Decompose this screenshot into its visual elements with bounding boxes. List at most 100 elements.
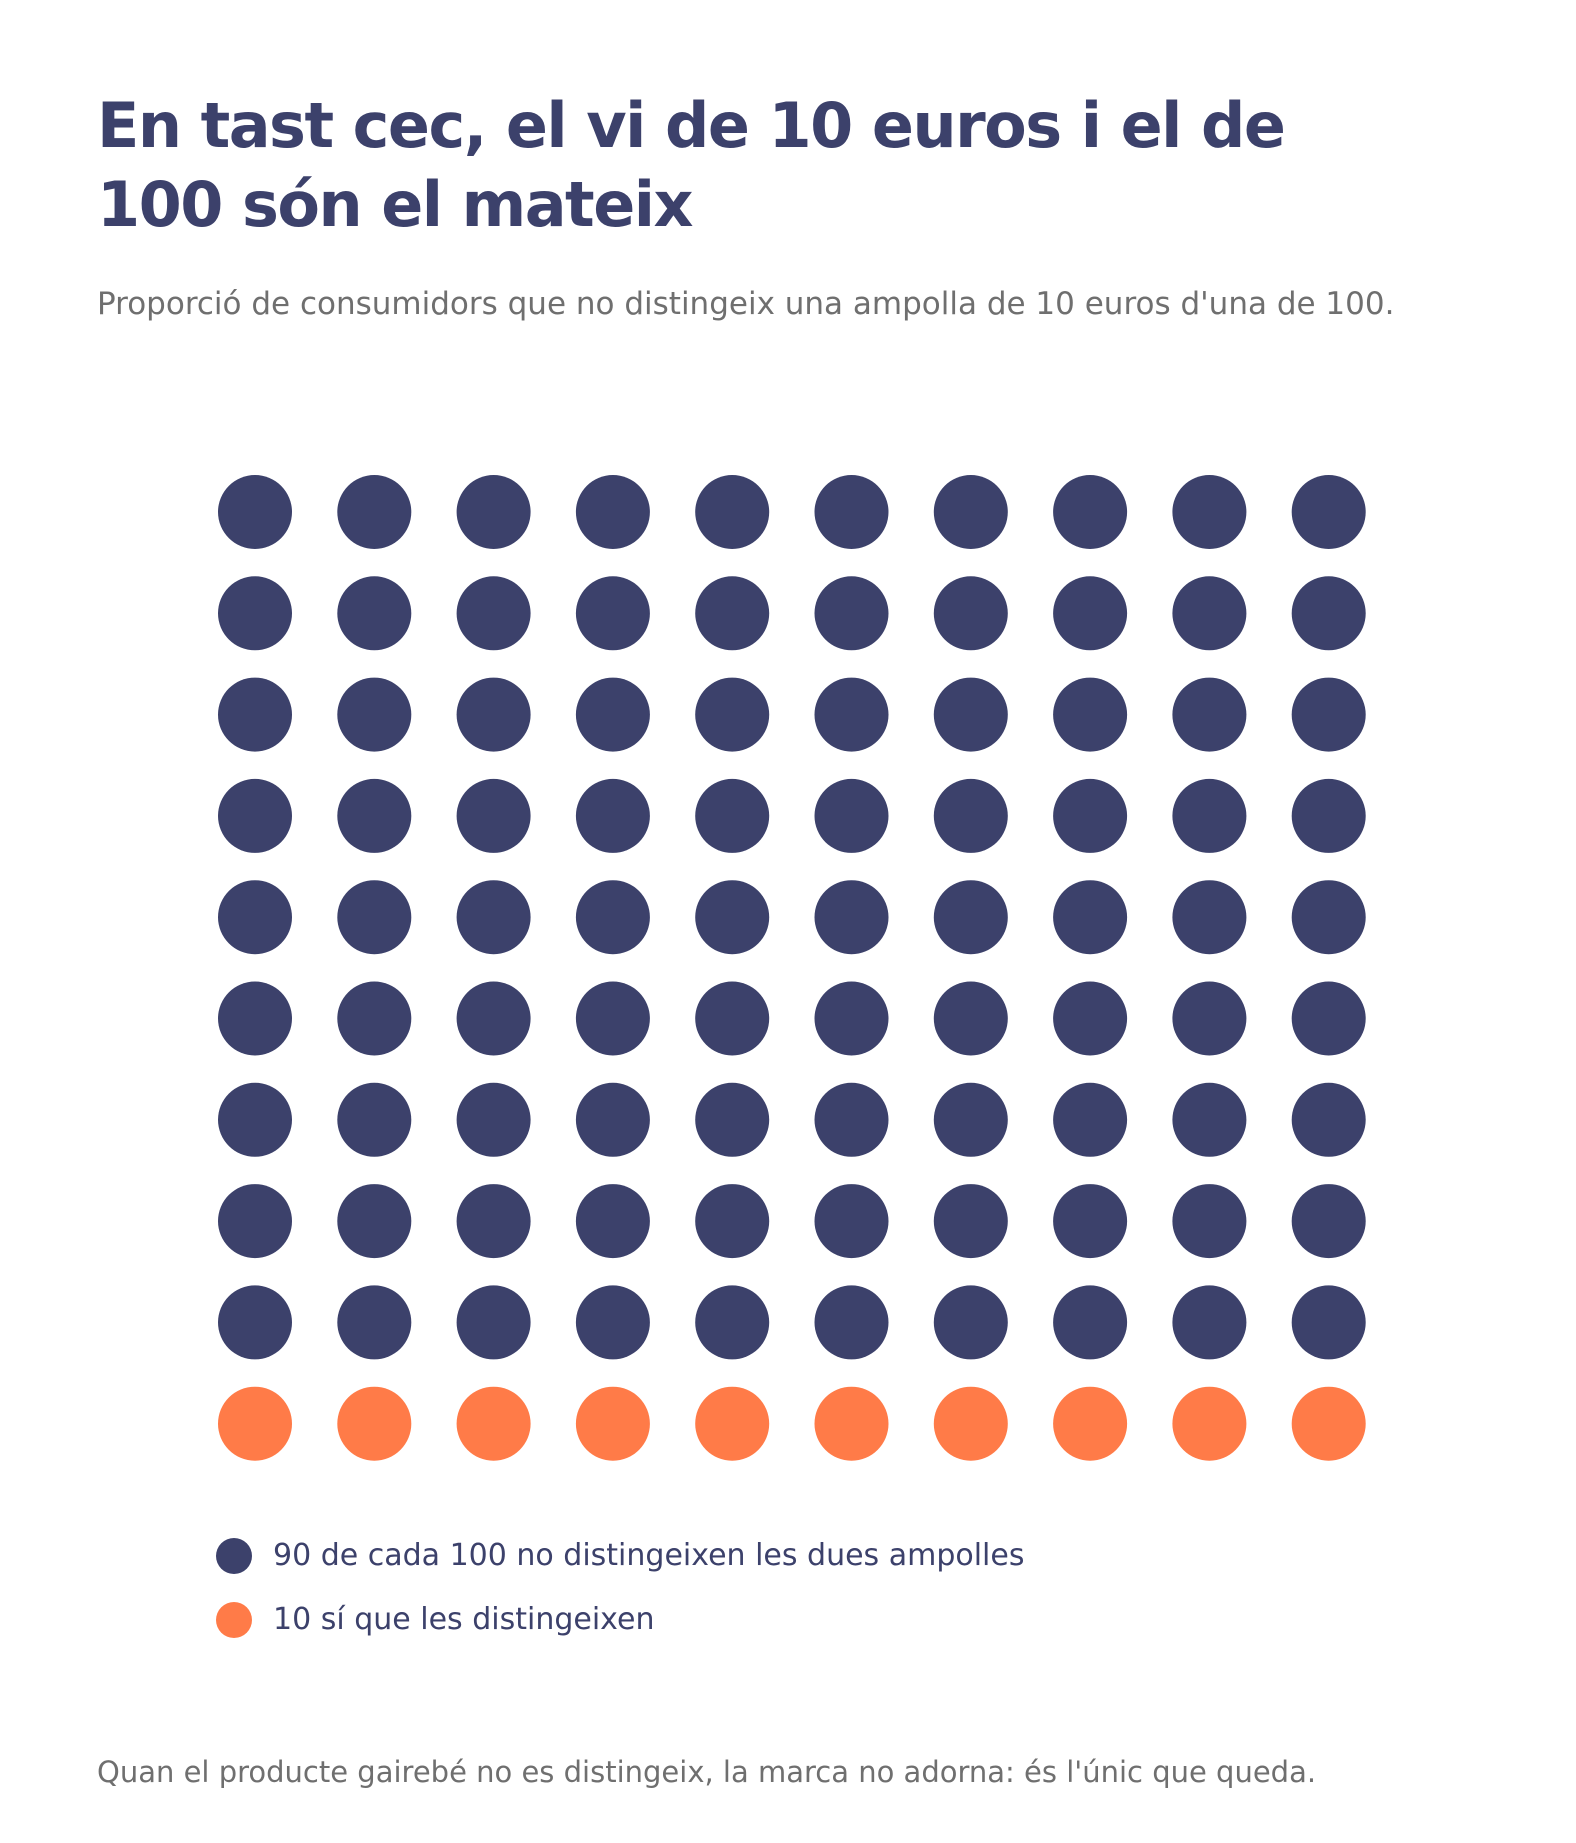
waffle-dot xyxy=(218,1082,292,1157)
waffle-dot xyxy=(1172,880,1247,955)
waffle-dot xyxy=(1172,475,1247,549)
waffle-dot xyxy=(218,1285,292,1360)
waffle-dot xyxy=(695,1082,770,1157)
waffle-dot xyxy=(575,981,650,1056)
waffle-dot xyxy=(1291,576,1366,651)
waffle-dot xyxy=(218,1386,292,1461)
waffle-dot xyxy=(575,576,650,651)
waffle-dot xyxy=(1053,778,1128,853)
waffle-dot xyxy=(695,1184,770,1259)
waffle-dot xyxy=(1291,1184,1366,1259)
waffle-dot xyxy=(933,576,1008,651)
waffle-dot xyxy=(456,880,531,955)
waffle-dot xyxy=(695,677,770,752)
waffle-dot xyxy=(1172,1082,1247,1157)
chart-subtitle: Proporció de consumidors que no distinge… xyxy=(97,286,1395,322)
waffle-dot xyxy=(337,880,412,955)
waffle-dot xyxy=(456,1184,531,1259)
waffle-dot xyxy=(337,778,412,853)
waffle-dot xyxy=(456,475,531,549)
waffle-dot xyxy=(814,778,889,853)
waffle-dot xyxy=(337,1082,412,1157)
waffle-dot xyxy=(337,576,412,651)
waffle-dot xyxy=(695,576,770,651)
waffle-dot xyxy=(814,1184,889,1259)
waffle-dot xyxy=(933,880,1008,955)
waffle-dot xyxy=(575,677,650,752)
waffle-dot xyxy=(337,1386,412,1461)
waffle-dot xyxy=(1053,1082,1128,1157)
waffle-dot xyxy=(218,1184,292,1259)
waffle-dot xyxy=(1053,475,1128,549)
waffle-dot xyxy=(933,475,1008,549)
waffle-dot xyxy=(575,880,650,955)
waffle-dot xyxy=(814,880,889,955)
waffle-dot xyxy=(1172,677,1247,752)
waffle-dot xyxy=(1053,1386,1128,1461)
waffle-dot xyxy=(575,1082,650,1157)
legend-label: 10 sí que les distingeixen xyxy=(273,1602,655,1637)
waffle-dot xyxy=(1291,475,1366,549)
waffle-dot xyxy=(218,677,292,752)
waffle-dot xyxy=(1172,778,1247,853)
waffle-dot xyxy=(1291,1386,1366,1461)
waffle-dot xyxy=(456,576,531,651)
waffle-dot xyxy=(337,677,412,752)
waffle-dot xyxy=(218,576,292,651)
waffle-dot xyxy=(814,1386,889,1461)
waffle-dot xyxy=(1053,677,1128,752)
waffle-dot xyxy=(814,1082,889,1157)
waffle-dot xyxy=(814,981,889,1056)
waffle-dot xyxy=(933,1082,1008,1157)
waffle-dot xyxy=(1291,1082,1366,1157)
waffle-dot xyxy=(695,778,770,853)
waffle-dot xyxy=(1053,981,1128,1056)
waffle-dots xyxy=(218,475,1366,1461)
waffle-dot xyxy=(814,677,889,752)
waffle-dot xyxy=(814,576,889,651)
waffle-dot xyxy=(695,880,770,955)
waffle-dot xyxy=(1291,981,1366,1056)
waffle-dot xyxy=(1291,778,1366,853)
waffle-dot xyxy=(1172,1285,1247,1360)
chart-title: En tast cec, el vi de 10 euros i el de 1… xyxy=(97,89,1286,241)
waffle-dot xyxy=(933,778,1008,853)
waffle-dot xyxy=(218,981,292,1056)
waffle-dot xyxy=(814,1285,889,1360)
waffle-dot xyxy=(1291,677,1366,752)
legend-label: 90 de cada 100 no distingeixen les dues … xyxy=(273,1538,1025,1573)
waffle-dot xyxy=(456,1285,531,1360)
waffle-dot xyxy=(456,778,531,853)
waffle-dot xyxy=(1172,576,1247,651)
waffle-dot xyxy=(456,1082,531,1157)
waffle-dot xyxy=(456,981,531,1056)
waffle-dot xyxy=(1172,981,1247,1056)
waffle-dot xyxy=(1172,1386,1247,1461)
waffle-dot xyxy=(695,475,770,549)
waffle-dot xyxy=(1291,1285,1366,1360)
waffle-dot xyxy=(1291,880,1366,955)
waffle-dot xyxy=(218,778,292,853)
waffle-dot xyxy=(933,981,1008,1056)
waffle-dot xyxy=(218,475,292,549)
waffle-dot xyxy=(575,1285,650,1360)
waffle-dot xyxy=(456,677,531,752)
waffle-dot xyxy=(575,475,650,549)
waffle-dot xyxy=(575,1386,650,1461)
waffle-dot xyxy=(1053,1184,1128,1259)
waffle-dot xyxy=(337,981,412,1056)
legend-swatch-navy xyxy=(216,1538,252,1574)
waffle-dot xyxy=(218,880,292,955)
waffle-dot xyxy=(337,1184,412,1259)
waffle-dot xyxy=(337,475,412,549)
waffle-dot xyxy=(933,1184,1008,1259)
waffle-dot xyxy=(575,778,650,853)
waffle-dot xyxy=(695,1386,770,1461)
waffle-dot xyxy=(575,1184,650,1259)
waffle-dot xyxy=(933,677,1008,752)
waffle-dot xyxy=(1172,1184,1247,1259)
waffle-dot xyxy=(933,1285,1008,1360)
waffle-dot xyxy=(695,981,770,1056)
waffle-dot xyxy=(1053,576,1128,651)
waffle-dot xyxy=(337,1285,412,1360)
